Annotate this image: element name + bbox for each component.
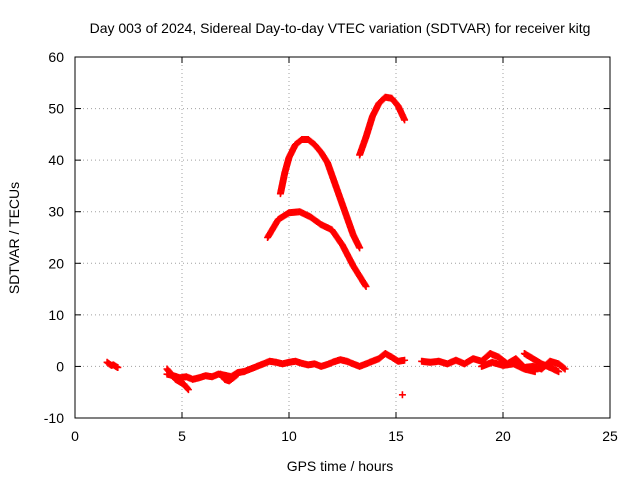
series-arc-late-3 [520,350,563,376]
data-point [560,364,568,372]
series-arc-low-1 [163,365,192,394]
chart-title: Day 003 of 2024, Sidereal Day-to-day VTE… [90,20,591,36]
data-point [401,356,409,364]
data-point [561,365,569,373]
y-axis-label: SDTVAR / TECUs [6,182,22,294]
x-tick-label: 0 [71,428,79,444]
data-point [362,282,370,290]
y-tick-label: -10 [44,410,64,426]
y-tick-label: 50 [48,101,64,117]
x-tick-label: 5 [178,428,186,444]
data-point [184,385,192,393]
series-arc-1 [103,358,122,371]
data-point [234,370,242,378]
data-point [114,363,122,371]
series-arc-late-2 [478,358,539,376]
data-point [398,391,406,399]
data-point [401,116,409,124]
y-tick-label: 60 [48,49,64,65]
x-tick-label: 15 [388,428,404,444]
data-point [555,368,563,376]
series-arc-low-2 [217,370,242,385]
data-point [184,386,192,394]
series-arc-high-2 [276,136,364,252]
data-point [233,371,241,379]
x-tick-label: 20 [495,428,511,444]
y-tick-label: 40 [48,152,64,168]
axis-ticks: 0 5 10 15 20 25 -10 0 10 20 30 40 50 60 [44,49,618,444]
series-arc-high-3 [356,93,409,159]
data-points [103,93,569,399]
x-axis-label: GPS time / hours [287,458,394,474]
data-point [356,244,364,252]
x-tick-label: 10 [281,428,297,444]
data-point [531,368,539,376]
series-arc-single [398,391,406,399]
y-tick-label: 0 [56,358,64,374]
y-tick-label: 30 [48,204,64,220]
x-tick-label: 25 [602,428,618,444]
y-tick-label: 10 [48,307,64,323]
series-arc-high-1 [264,208,370,290]
plot-frame [74,56,611,419]
y-tick-label: 20 [48,255,64,271]
